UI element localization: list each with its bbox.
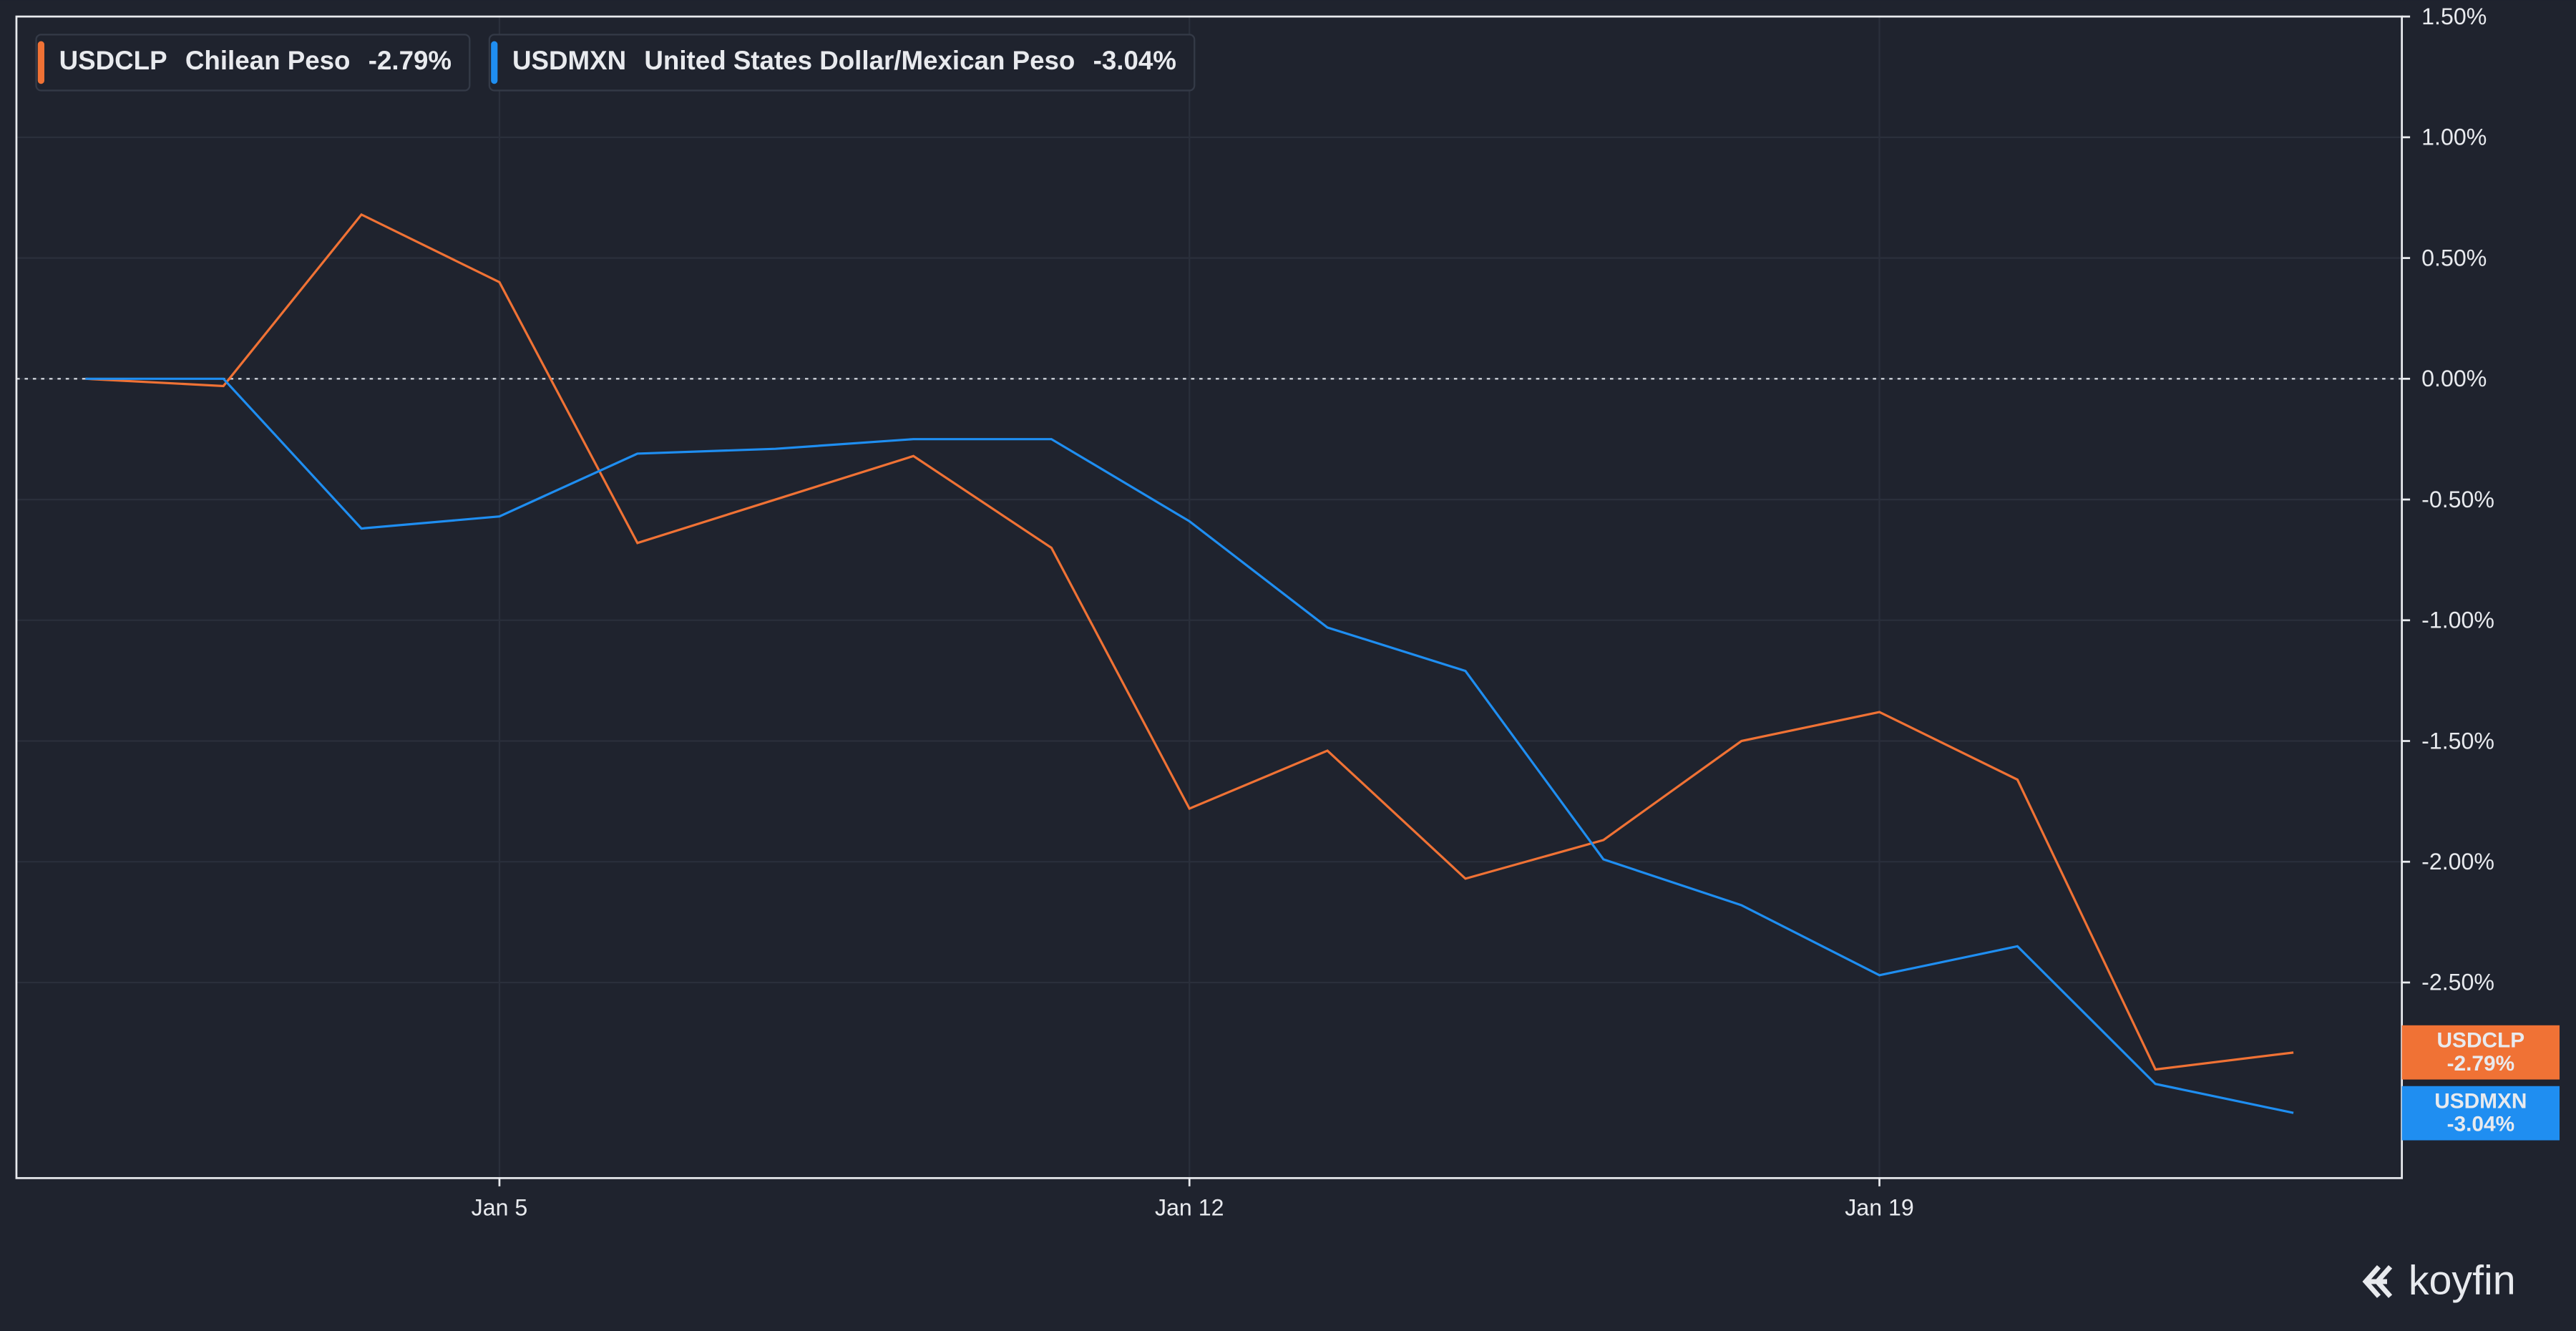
legend-item — [35, 34, 471, 92]
badge-symbol: USDCLP — [2437, 1029, 2525, 1053]
badge-value: -2.79% — [2447, 1052, 2515, 1076]
y-tick-label: 0.50% — [2421, 245, 2487, 270]
badge-value: -3.04% — [2447, 1113, 2515, 1136]
logo-icon — [2362, 1265, 2393, 1298]
y-tick-label: 1.00% — [2421, 125, 2487, 150]
brand-logo: koyfin — [2362, 1257, 2516, 1303]
y-tick-label: -1.00% — [2421, 608, 2494, 633]
series-line — [85, 213, 2294, 1071]
y-tick-label: 0.00% — [2421, 366, 2487, 391]
badge-symbol: USDMXN — [2434, 1090, 2527, 1113]
badge — [2401, 1086, 2560, 1141]
last-value-badges: USDCLP-2.79% USDMXN-3.04% — [2401, 1025, 2560, 1141]
series-line — [85, 377, 2294, 1114]
grid — [16, 15, 2402, 1179]
legend-item — [488, 34, 1196, 92]
y-axis: -2.50% -2.00% -1.50% -1.00% -0.50% 0.00% 0.50%… — [472, 4, 2494, 1221]
x-tick-label: Jan 5 — [472, 1194, 528, 1220]
legend-change: -3.04% — [1093, 46, 1176, 75]
legend-change: -2.79% — [369, 46, 452, 75]
y-tick-label: 1.50% — [2421, 4, 2487, 29]
y-tick-label: -1.50% — [2421, 728, 2494, 754]
x-tick-label: Jan 12 — [1155, 1194, 1224, 1220]
legend-symbol: USDMXN — [512, 46, 626, 75]
legend-description: Chilean Peso — [185, 46, 351, 75]
legend-swatch — [491, 41, 498, 84]
legend-description: United States Dollar/Mexican Peso — [644, 46, 1075, 75]
legend: USDCLP Chilean Peso -2.79% USDMXN United Sta… — [35, 34, 1196, 92]
legend-symbol: USDCLP — [59, 46, 167, 75]
plot-frame — [15, 15, 2404, 1179]
plot-area — [85, 213, 2294, 1114]
y-tick-label: -2.50% — [2421, 970, 2494, 995]
y-tick-label: -2.00% — [2421, 849, 2494, 874]
x-tick-label: Jan 19 — [1845, 1194, 1913, 1220]
legend-swatch — [37, 41, 44, 84]
y-tick-label: -0.50% — [2421, 487, 2494, 512]
badge — [2401, 1025, 2560, 1080]
brand-text: koyfin — [2409, 1257, 2516, 1303]
